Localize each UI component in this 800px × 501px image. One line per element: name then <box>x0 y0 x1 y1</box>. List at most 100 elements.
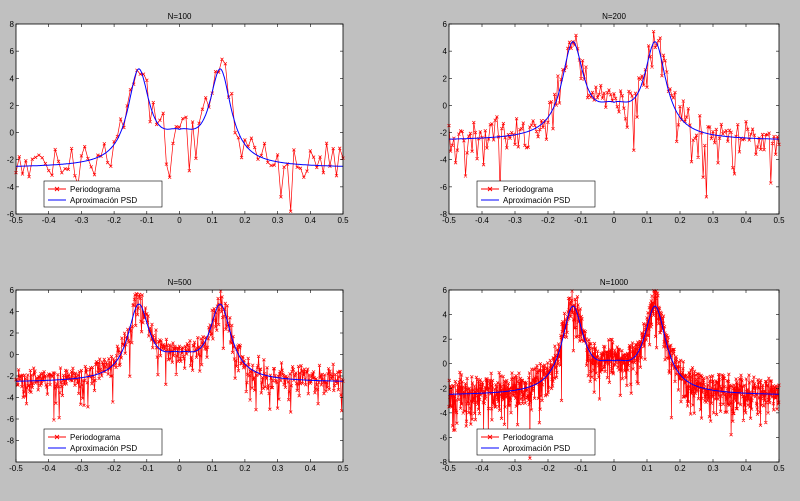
legend-label: Periodograma <box>503 185 554 194</box>
legend-marker <box>54 186 60 192</box>
y-tick-label: -6 <box>7 415 15 424</box>
psd-approximation-line <box>449 305 779 395</box>
y-tick-label: 2 <box>10 329 15 338</box>
legend-box <box>476 428 596 456</box>
legend-marker <box>487 434 493 440</box>
legend-label: Aproximación PSD <box>70 444 137 453</box>
x-tick-label: 0.4 <box>740 464 752 473</box>
x-tick-label: -0.1 <box>140 464 154 473</box>
x-tick-label: -0.4 <box>475 464 489 473</box>
chart-title: N=100 <box>168 12 192 21</box>
chart-title: N=200 <box>602 12 626 21</box>
y-tick-label: -8 <box>7 437 15 446</box>
x-tick-label: 0 <box>177 464 182 473</box>
x-tick-label: 0.1 <box>641 216 653 225</box>
legend-label: Periodograma <box>70 433 121 442</box>
x-tick-label: -0.3 <box>75 464 89 473</box>
y-tick-label: 4 <box>443 311 448 320</box>
y-tick-label: -2 <box>440 129 448 138</box>
chart-3: -0.5 -0.4 -0.3 -0.2 -0.1 0 0.1 0.2 0.3 0.4 0.5 -8 -6… <box>7 278 349 473</box>
x-tick-label: -0.5 <box>9 464 23 473</box>
legend-box <box>43 180 163 208</box>
chart-2: -0.5 -0.4 -0.3 -0.2 -0.1 0 0.1 0.2 0.3 0.4 0.5 -8 -6… <box>440 12 785 225</box>
psd-approximation-line <box>16 68 343 167</box>
y-tick-label: 0 <box>443 101 448 110</box>
x-tick-label: 0.5 <box>773 216 785 225</box>
psd-approximation-line <box>16 303 343 382</box>
x-tick-label: 0.2 <box>239 464 251 473</box>
x-tick-label: 0.3 <box>272 464 284 473</box>
y-tick-label: -4 <box>440 409 448 418</box>
x-tick-label: 0 <box>612 216 617 225</box>
y-tick-label: 6 <box>443 20 448 29</box>
y-tick-label: -4 <box>440 156 448 165</box>
x-tick-label: -0.4 <box>42 464 56 473</box>
legend-label: Aproximación PSD <box>70 196 137 205</box>
x-tick-label: -0.4 <box>475 216 489 225</box>
x-tick-label: -0.5 <box>442 464 456 473</box>
x-tick-label: 0.1 <box>207 216 219 225</box>
legend-label: Aproximación PSD <box>503 196 570 205</box>
x-tick-label: 0.3 <box>707 216 719 225</box>
x-tick-label: -0.4 <box>42 216 56 225</box>
y-tick-label: 4 <box>10 308 15 317</box>
y-tick-label: 6 <box>10 286 15 295</box>
y-tick-label: -4 <box>7 394 15 403</box>
y-tick-label: 4 <box>10 74 15 83</box>
y-tick-label: 2 <box>443 74 448 83</box>
psd-approximation-line <box>449 41 779 140</box>
x-tick-label: -0.1 <box>574 216 588 225</box>
y-tick-label: 0 <box>10 351 15 360</box>
y-tick-label: -2 <box>7 156 15 165</box>
x-tick-label: -0.5 <box>442 216 456 225</box>
x-tick-label: 0.2 <box>239 216 251 225</box>
x-tick-label: -0.5 <box>9 216 23 225</box>
x-tick-label: -0.1 <box>574 464 588 473</box>
chart-title: N=500 <box>168 278 192 287</box>
y-tick-label: -2 <box>440 384 448 393</box>
y-tick-label: 0 <box>10 129 15 138</box>
x-tick-label: -0.2 <box>541 464 555 473</box>
y-tick-label: 0 <box>443 360 448 369</box>
x-tick-label: 0.4 <box>740 216 752 225</box>
y-tick-label: 4 <box>443 47 448 56</box>
y-tick-label: -6 <box>440 433 448 442</box>
x-tick-label: 0.5 <box>773 464 785 473</box>
chart-4: -0.5 -0.4 -0.3 -0.2 -0.1 0 0.1 0.2 0.3 0.4 0.5 -8 -6… <box>440 278 785 473</box>
y-tick-label: -8 <box>440 458 448 467</box>
x-tick-label: 0.5 <box>337 464 349 473</box>
x-tick-label: 0 <box>177 216 182 225</box>
x-tick-label: 0.1 <box>641 464 653 473</box>
x-tick-label: 0.3 <box>707 464 719 473</box>
x-tick-label: 0.5 <box>337 216 349 225</box>
y-tick-label: 6 <box>443 286 448 295</box>
y-tick-label: -6 <box>440 183 448 192</box>
y-tick-label: 2 <box>443 335 448 344</box>
x-tick-label: -0.3 <box>75 216 89 225</box>
x-tick-label: -0.3 <box>508 464 522 473</box>
x-tick-label: -0.2 <box>107 216 121 225</box>
y-tick-label: 6 <box>10 47 15 56</box>
chart-title: N=1000 <box>600 278 629 287</box>
x-tick-label: 0.1 <box>207 464 219 473</box>
legend-box <box>476 180 596 208</box>
legend-box <box>43 428 163 456</box>
x-tick-label: -0.3 <box>508 216 522 225</box>
x-tick-label: -0.2 <box>107 464 121 473</box>
legend-marker <box>54 434 60 440</box>
y-tick-label: 2 <box>10 101 15 110</box>
legend-label: Periodograma <box>503 433 554 442</box>
y-tick-label: -2 <box>7 372 15 381</box>
y-tick-label: -4 <box>7 183 15 192</box>
chart-1: -0.5 -0.4 -0.3 -0.2 -0.1 0 0.1 0.2 0.3 0.4 0.5 -6 -4… <box>7 12 349 225</box>
y-tick-label: -6 <box>7 210 15 219</box>
x-tick-label: 0.4 <box>305 464 317 473</box>
x-tick-label: 0.3 <box>272 216 284 225</box>
x-tick-label: -0.1 <box>140 216 154 225</box>
x-tick-label: 0.2 <box>674 464 686 473</box>
legend-label: Aproximación PSD <box>503 444 570 453</box>
y-tick-label: -8 <box>440 210 448 219</box>
legend-label: Periodograma <box>70 185 121 194</box>
legend-marker <box>487 186 493 192</box>
